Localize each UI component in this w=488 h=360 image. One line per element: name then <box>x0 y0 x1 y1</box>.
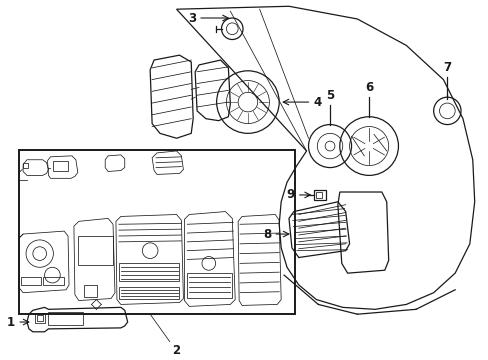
Bar <box>119 264 179 281</box>
Bar <box>316 192 322 198</box>
Bar <box>48 312 82 325</box>
Bar <box>187 273 232 298</box>
Text: 3: 3 <box>187 12 196 24</box>
Text: 6: 6 <box>364 81 372 94</box>
Text: 4: 4 <box>313 95 321 109</box>
Bar <box>35 313 44 323</box>
Text: 2: 2 <box>171 343 180 356</box>
Text: 1: 1 <box>7 315 15 329</box>
Text: 5: 5 <box>325 89 333 102</box>
Bar <box>83 285 97 297</box>
Text: 9: 9 <box>286 188 294 202</box>
Bar <box>23 163 28 167</box>
Bar <box>119 287 179 298</box>
Bar <box>37 315 42 321</box>
Bar <box>78 236 113 265</box>
Text: 8: 8 <box>263 228 271 240</box>
Text: 7: 7 <box>443 61 450 74</box>
Bar <box>314 190 325 200</box>
Bar <box>42 277 64 285</box>
Bar <box>21 277 41 285</box>
Bar <box>53 161 68 171</box>
Bar <box>19 150 294 314</box>
